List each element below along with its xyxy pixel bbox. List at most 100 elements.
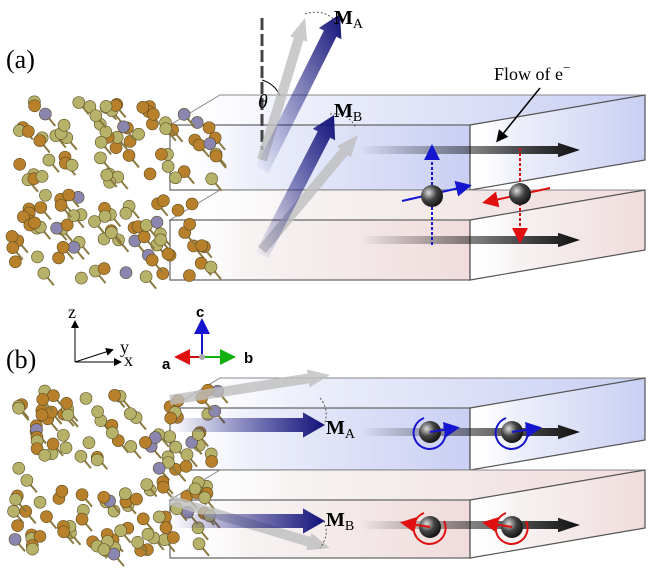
atom xyxy=(76,489,88,501)
atom xyxy=(92,406,104,418)
atom xyxy=(205,261,217,273)
atom xyxy=(29,217,41,229)
panel-label: (a) xyxy=(6,45,35,74)
atom xyxy=(139,436,151,448)
atom xyxy=(76,513,88,525)
axis-label: c xyxy=(196,304,204,321)
atom xyxy=(184,218,196,230)
atom xyxy=(133,128,145,140)
subscript: A xyxy=(353,17,364,32)
atom xyxy=(115,525,127,537)
atom xyxy=(47,438,59,450)
panel-label: (b) xyxy=(6,345,36,374)
atom xyxy=(172,204,184,216)
atom xyxy=(34,530,46,542)
lab-axes xyxy=(75,322,120,362)
atom xyxy=(141,478,153,490)
atom xyxy=(99,210,111,222)
slab xyxy=(170,190,645,280)
atom xyxy=(47,390,59,402)
atom xyxy=(63,189,75,201)
subscript: A xyxy=(345,427,356,442)
atom xyxy=(120,267,132,279)
atom xyxy=(123,149,135,161)
atom xyxy=(62,409,74,421)
atom xyxy=(155,148,167,160)
atom xyxy=(75,272,87,284)
origin xyxy=(199,354,205,360)
atom xyxy=(68,241,80,253)
atom xyxy=(51,222,63,234)
axis-label: x xyxy=(124,350,133,370)
atom xyxy=(109,389,121,401)
atom xyxy=(153,462,165,474)
atom xyxy=(186,198,198,210)
atom xyxy=(157,481,169,493)
atom xyxy=(35,202,47,214)
atom xyxy=(36,170,48,182)
atom xyxy=(38,267,50,279)
symbol: M xyxy=(326,509,345,531)
atom xyxy=(34,496,46,508)
atom xyxy=(189,483,201,495)
atom xyxy=(36,409,48,421)
atom xyxy=(137,513,149,525)
atom xyxy=(164,431,176,443)
atom xyxy=(167,532,179,544)
axis-label: z xyxy=(68,302,76,322)
atom xyxy=(29,100,41,112)
atom xyxy=(58,526,70,538)
atom xyxy=(98,544,110,556)
atom xyxy=(181,449,193,461)
atom xyxy=(56,485,68,497)
atom xyxy=(157,268,169,280)
atom xyxy=(138,231,150,243)
atom xyxy=(140,219,152,231)
atom xyxy=(9,533,21,545)
symbol: M xyxy=(326,417,345,439)
flow-label: Flow of e− xyxy=(494,60,570,84)
atom xyxy=(153,511,165,523)
superscript: − xyxy=(563,60,570,75)
atom xyxy=(140,271,152,283)
crystal-axes xyxy=(178,322,232,360)
atom xyxy=(6,230,18,242)
atom xyxy=(80,392,92,404)
atom xyxy=(124,408,136,420)
atom xyxy=(89,216,101,228)
atom xyxy=(100,100,112,112)
atom xyxy=(132,536,144,548)
atom xyxy=(170,441,182,453)
electron xyxy=(421,185,443,207)
axis-label: b xyxy=(244,350,253,367)
atom xyxy=(7,242,19,254)
atom xyxy=(9,256,21,268)
atom xyxy=(57,241,69,253)
atom xyxy=(155,234,167,246)
atom xyxy=(183,270,195,282)
atom xyxy=(10,493,22,505)
atom xyxy=(157,195,169,207)
atom xyxy=(193,139,205,151)
atom xyxy=(206,455,218,467)
atom xyxy=(53,252,65,264)
atom xyxy=(118,121,130,133)
symbol: M xyxy=(334,100,353,122)
atom xyxy=(147,108,159,120)
angle-label: θ xyxy=(258,91,268,113)
subscript: B xyxy=(353,110,362,125)
atom xyxy=(26,543,38,555)
atom xyxy=(66,159,78,171)
atom xyxy=(12,520,24,532)
atom xyxy=(101,169,113,181)
atom xyxy=(151,216,163,228)
atom xyxy=(193,538,205,550)
atom xyxy=(13,462,25,474)
atom xyxy=(98,263,110,275)
symbol: M xyxy=(334,7,353,29)
atom xyxy=(146,254,158,266)
atom xyxy=(55,199,67,211)
atom xyxy=(98,491,110,503)
atom xyxy=(22,125,34,137)
atom xyxy=(162,248,174,260)
